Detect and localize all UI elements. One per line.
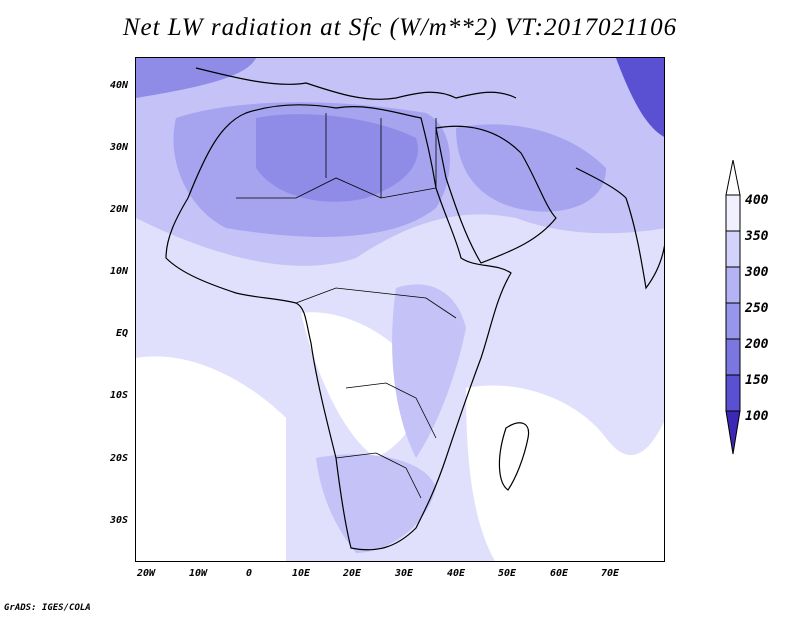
africa-coastline	[165, 104, 512, 551]
credit-footer: GrADS: IGES/COLA	[4, 603, 91, 613]
colorbar-top-triangle	[725, 160, 741, 196]
colorbar-label-100: 100	[745, 409, 769, 424]
country-borders-sahara	[325, 113, 437, 198]
colorbar-seg-300	[725, 266, 741, 304]
lat-label-20n: 20N	[109, 204, 128, 215]
lon-label-60e: 60E	[549, 568, 569, 579]
india-coastline	[575, 167, 664, 290]
colorbar-label-200: 200	[745, 337, 769, 352]
lat-label-30s: 30S	[109, 515, 128, 526]
colorbar-label-400: 400	[745, 193, 769, 208]
lon-label-40e: 40E	[446, 568, 466, 579]
radiation-map	[136, 58, 664, 561]
madagascar-coastline	[498, 422, 530, 491]
lon-label-10e: 10E	[291, 568, 311, 579]
colorbar-label-150: 150	[745, 373, 769, 388]
field-arabia-250-300	[456, 124, 606, 212]
colorbar-label-250: 250	[745, 301, 769, 316]
lon-label-30e: 30E	[394, 568, 414, 579]
field-sahara-core	[256, 114, 418, 202]
lon-label-50e: 50E	[497, 568, 517, 579]
map-title: Net LW radiation at Sfc (W/m**2) VT:2017…	[122, 14, 678, 41]
colorbar	[725, 160, 741, 455]
arabia-coastline	[435, 125, 557, 264]
lat-label-10s: 10S	[109, 390, 128, 401]
colorbar-label-300: 300	[745, 265, 769, 280]
country-borders-southern	[335, 452, 422, 499]
lat-label-10n: 10N	[109, 266, 128, 277]
map-panel	[135, 57, 665, 562]
colorbar-label-350: 350	[745, 229, 769, 244]
lon-label-70e: 70E	[600, 568, 620, 579]
lat-label-eq: EQ	[115, 328, 128, 339]
field-south-atlantic-high	[136, 356, 286, 561]
europe-coastline	[195, 67, 517, 100]
field-central-africa-high	[301, 312, 420, 458]
country-borders-north	[236, 177, 437, 199]
colorbar-seg-150	[725, 374, 741, 412]
country-borders-south	[345, 382, 437, 439]
lon-label-0: 0	[245, 568, 253, 579]
lon-label-20w: 20W	[136, 568, 156, 579]
lat-label-40n: 40N	[109, 80, 128, 91]
colorbar-seg-200	[725, 338, 741, 376]
lat-label-30n: 30N	[109, 142, 128, 153]
colorbar-bottom-triangle	[725, 410, 741, 455]
field-southern-africa	[316, 454, 436, 553]
colorbar-seg-350	[725, 230, 741, 268]
colorbar-seg-400	[725, 194, 741, 232]
field-himalaya-deep	[616, 58, 664, 137]
field-east-africa	[392, 284, 466, 458]
colorbar-seg-250	[725, 302, 741, 340]
lon-label-20e: 20E	[342, 568, 362, 579]
lat-label-20s: 20S	[109, 453, 128, 464]
field-atlantic-north-low	[136, 58, 256, 98]
lon-label-10w: 10W	[188, 568, 208, 579]
country-borders-central	[295, 287, 457, 319]
field-indian-ocean-high	[466, 385, 664, 561]
